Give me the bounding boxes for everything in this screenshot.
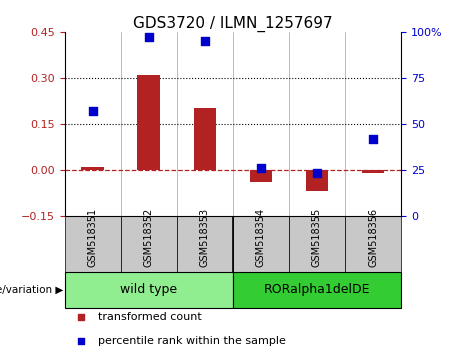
Bar (121, 216, 177, 272)
Bar (306, 170, 328, 191)
Bar (137, 75, 160, 170)
Text: RORalpha1delDE: RORalpha1delDE (264, 283, 370, 296)
Point (145, 35, 152, 40)
Text: GSM518354: GSM518354 (256, 208, 266, 267)
Bar (362, 170, 384, 173)
Text: GSM518356: GSM518356 (368, 208, 378, 267)
Point (382, 241, 390, 246)
Text: GSM518352: GSM518352 (144, 208, 154, 267)
Point (382, 23, 390, 29)
Text: GSM518355: GSM518355 (312, 208, 322, 267)
Text: wild type: wild type (120, 283, 177, 296)
Bar (65, 272, 233, 308)
Bar (233, 216, 289, 272)
Bar (345, 216, 401, 272)
Text: percentile rank within the sample: percentile rank within the sample (98, 336, 286, 346)
Point (369, 136, 377, 141)
Point (257, 165, 265, 171)
Text: GSM518353: GSM518353 (200, 208, 210, 267)
Title: GDS3720 / ILMN_1257697: GDS3720 / ILMN_1257697 (133, 16, 333, 32)
Point (313, 171, 321, 176)
Bar (194, 108, 216, 170)
Point (201, 38, 208, 44)
Text: genotype/variation ▶: genotype/variation ▶ (0, 285, 64, 295)
Bar (65, 216, 121, 272)
Bar (233, 272, 401, 308)
Bar (289, 216, 345, 272)
Point (89, 108, 96, 114)
Bar (82, 167, 104, 170)
Bar (250, 170, 272, 182)
Text: transformed count: transformed count (98, 312, 202, 322)
Text: GSM518351: GSM518351 (88, 208, 98, 267)
Bar (177, 216, 233, 272)
